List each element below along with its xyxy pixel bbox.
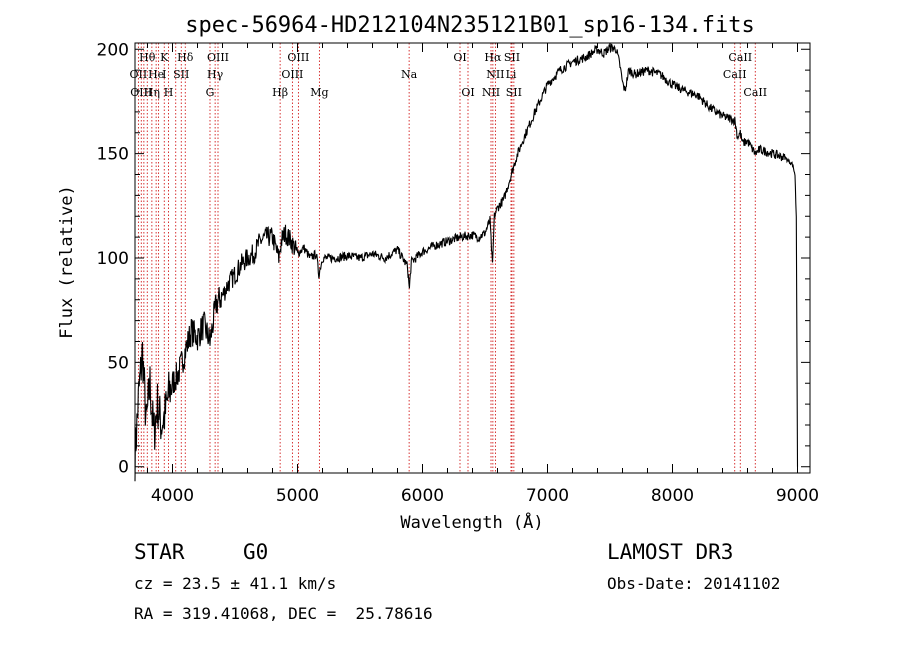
line-annotation: Na	[401, 68, 418, 81]
survey-name: LAMOST DR3	[607, 540, 734, 564]
x-tick-label: 4000	[151, 486, 194, 506]
line-annotation: Hη	[144, 86, 160, 99]
y-axis: 0 50 100 150 200	[97, 40, 810, 478]
line-annotation: Mg	[310, 86, 328, 99]
y-tick-label: 100	[97, 249, 129, 269]
line-annotation: Li	[506, 68, 517, 81]
y-tick-label: 200	[97, 40, 129, 60]
subclass: G0	[243, 540, 269, 564]
line-annotation: OIII	[287, 51, 309, 64]
line-annotation: He	[148, 68, 164, 81]
line-annotation: OIII	[281, 68, 303, 81]
line-annotation: SII	[173, 68, 189, 81]
y-tick-label: 150	[97, 145, 129, 165]
line-annotation: OII	[130, 68, 148, 81]
line-annotation: G	[206, 86, 215, 99]
y-tick-label: 0	[118, 458, 129, 478]
line-annotation: Hδ	[177, 51, 194, 64]
line-annotation: OIII	[207, 51, 229, 64]
x-axis: 4000 5000 6000 7000 8000 9000	[147, 43, 819, 506]
line-annotation: OI	[461, 86, 474, 99]
x-tick-label: 8000	[651, 486, 694, 506]
line-annotation: NII	[482, 86, 500, 99]
plot-frame	[134, 42, 811, 474]
object-class: STAR	[134, 540, 185, 564]
obs-date-text: Obs-Date: 20141102	[607, 574, 781, 593]
line-annotation: Hγ	[207, 68, 224, 81]
line-annotation: NII	[486, 68, 504, 81]
x-tick-label: 6000	[401, 486, 444, 506]
x-tick-label: 7000	[526, 486, 569, 506]
line-annotation: H	[164, 86, 174, 99]
line-annotation: SII	[506, 86, 522, 99]
line-annotation: CaII	[728, 51, 752, 64]
x-axis-label: Wavelength (Å)	[400, 511, 543, 533]
coords-text: RA = 319.41068, DEC = 25.78616	[134, 604, 433, 623]
spectrum-line	[134, 42, 799, 482]
line-annotation: OI	[453, 51, 466, 64]
line-annotation: Hβ	[272, 86, 288, 99]
reference-lines	[137, 43, 756, 473]
x-tick-label: 5000	[276, 486, 319, 506]
line-annotation: I	[162, 68, 166, 81]
y-axis-label: Flux (relative)	[57, 185, 77, 339]
line-annotation: CaII	[723, 68, 747, 81]
line-annotation: Hθ	[139, 51, 156, 64]
line-annotation: SII	[504, 51, 520, 64]
line-annotation: K	[160, 51, 169, 64]
line-annotation: OIII	[130, 86, 152, 99]
x-tick-label: 9000	[776, 486, 819, 506]
y-tick-label: 50	[107, 353, 129, 373]
line-annotation: Hα	[484, 51, 502, 64]
line-annotation: CaII	[743, 86, 767, 99]
redshift-text: cz = 23.5 ± 41.1 km/s	[134, 574, 337, 593]
chart-title: spec-56964-HD212104N235121B01_sp16-134.f…	[185, 13, 755, 38]
